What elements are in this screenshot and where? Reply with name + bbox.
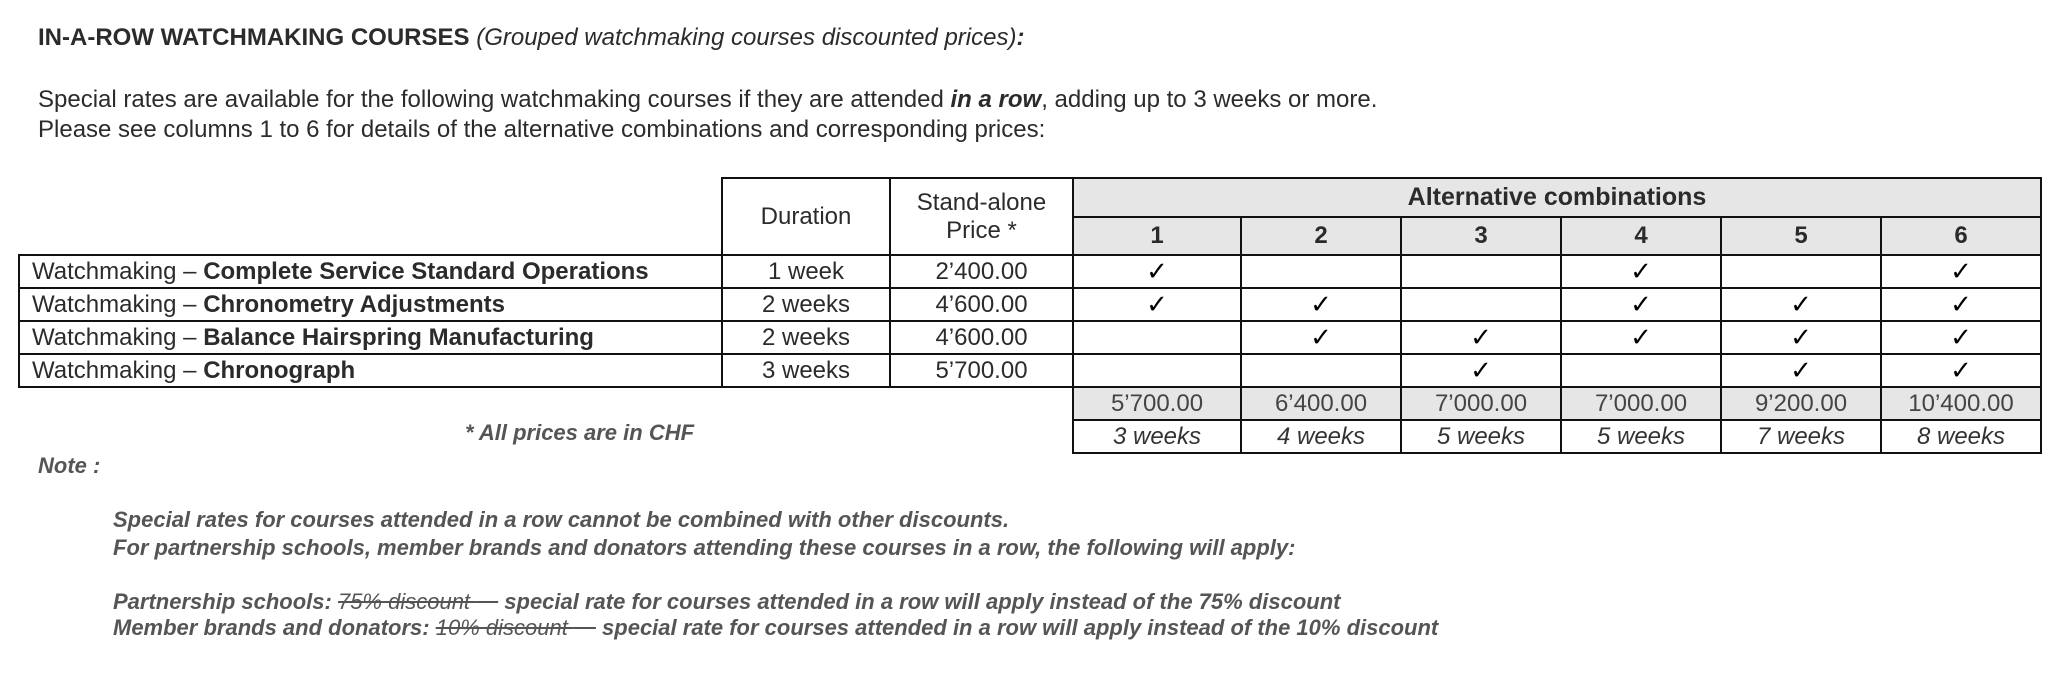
checkmark-icon: ✓ [1560, 254, 1722, 289]
combo-price: 6’400.00 [1240, 386, 1402, 421]
checkmark-icon: ✓ [1072, 254, 1242, 289]
course-row: Watchmaking – Chronometry Adjustments 2 w… [18, 287, 2042, 322]
course-price: 5’700.00 [889, 353, 1074, 388]
course-row: Watchmaking – Chronograph 3 weeks 5’700.00… [18, 353, 2042, 388]
combo-duration: 8 weeks [1880, 419, 2042, 454]
empty-cell [1072, 320, 1242, 355]
course-name: Watchmaking – Chronograph [18, 353, 723, 388]
checkmark-icon: ✓ [1880, 287, 2042, 322]
empty-cell [1072, 353, 1242, 388]
course-duration: 3 weeks [721, 353, 891, 388]
checkmark-icon: ✓ [1240, 320, 1402, 355]
checkmark-icon: ✓ [1400, 353, 1562, 388]
course-row: Watchmaking – Complete Service Standard … [18, 254, 2042, 289]
struck-discount: 10% discount [435, 615, 574, 640]
combo-number-header: 1 [1072, 216, 1242, 256]
note-line-2: For partnership schools, member brands a… [113, 535, 1296, 560]
courses-table: Duration Stand-alone Price * Alternative … [18, 177, 2042, 454]
price-header: Stand-alone Price * [889, 177, 1074, 256]
combo-number-header: 5 [1720, 216, 1882, 256]
title-bold: IN-A-ROW WATCHMAKING COURSES [38, 24, 470, 51]
checkmark-icon: ✓ [1720, 353, 1882, 388]
empty-cell [1240, 254, 1402, 289]
course-duration: 2 weeks [721, 320, 891, 355]
note-line-1: Special rates for courses attended in a … [113, 507, 1010, 532]
course-row: Watchmaking – Balance Hairspring Manufac… [18, 320, 2042, 355]
course-name: Watchmaking – Chronometry Adjustments [18, 287, 723, 322]
combo-price: 7’000.00 [1400, 386, 1562, 421]
checkmark-icon: ✓ [1240, 287, 1402, 322]
combo-price: 9’200.00 [1720, 386, 1882, 421]
duration-header: Duration [721, 177, 891, 256]
checkmark-icon: ✓ [1880, 254, 2042, 289]
member-note: Member brands and donators: 10% discount… [113, 615, 1439, 640]
course-price: 2’400.00 [889, 254, 1074, 289]
checkmark-icon: ✓ [1072, 287, 1242, 322]
note-label: Note : [38, 453, 101, 478]
checkmark-icon: ✓ [1880, 320, 2042, 355]
course-name: Watchmaking – Complete Service Standard … [18, 254, 723, 289]
partnership-note: Partnership schools: 75% discount specia… [113, 589, 1341, 614]
combo-duration: 5 weeks [1560, 419, 1722, 454]
checkmark-icon: ✓ [1720, 320, 1882, 355]
course-duration: 2 weeks [721, 287, 891, 322]
combo-number-header: 3 [1400, 216, 1562, 256]
course-price: 4’600.00 [889, 320, 1074, 355]
intro-line-2: Please see columns 1 to 6 for details of… [38, 116, 1046, 143]
combo-price: 10’400.00 [1880, 386, 2042, 421]
empty-cell [1400, 254, 1562, 289]
empty-cell [1720, 254, 1882, 289]
course-name: Watchmaking – Balance Hairspring Manufac… [18, 320, 723, 355]
alternative-combinations-header: Alternative combinations [1072, 177, 2042, 218]
combo-number-header: 6 [1880, 216, 2042, 256]
empty-corner [19, 178, 722, 255]
combo-duration: 5 weeks [1400, 419, 1562, 454]
page-title: IN-A-ROW WATCHMAKING COURSES (Grouped wa… [38, 24, 1025, 51]
combo-duration: 7 weeks [1720, 419, 1882, 454]
checkmark-icon: ✓ [1400, 320, 1562, 355]
empty-cell [1240, 353, 1402, 388]
in-a-row-emphasis: in a row [950, 86, 1042, 113]
intro-line-1: Special rates are available for the foll… [38, 86, 1378, 113]
title-italic: (Grouped watchmaking courses discounted … [476, 24, 1017, 51]
combo-number-header: 2 [1240, 216, 1402, 256]
combo-price: 5’700.00 [1072, 386, 1242, 421]
currency-note: * All prices are in CHF [465, 420, 695, 445]
combo-number-header: 4 [1560, 216, 1722, 256]
checkmark-icon: ✓ [1560, 320, 1722, 355]
empty-cell [1560, 353, 1722, 388]
course-duration: 1 week [721, 254, 891, 289]
combo-duration: 3 weeks [1072, 419, 1242, 454]
empty-cell [1400, 287, 1562, 322]
course-price: 4’600.00 [889, 287, 1074, 322]
checkmark-icon: ✓ [1560, 287, 1722, 322]
checkmark-icon: ✓ [1880, 353, 2042, 388]
combo-duration: 4 weeks [1240, 419, 1402, 454]
combo-price: 7’000.00 [1560, 386, 1722, 421]
checkmark-icon: ✓ [1720, 287, 1882, 322]
struck-discount: 75% discount [337, 589, 477, 614]
